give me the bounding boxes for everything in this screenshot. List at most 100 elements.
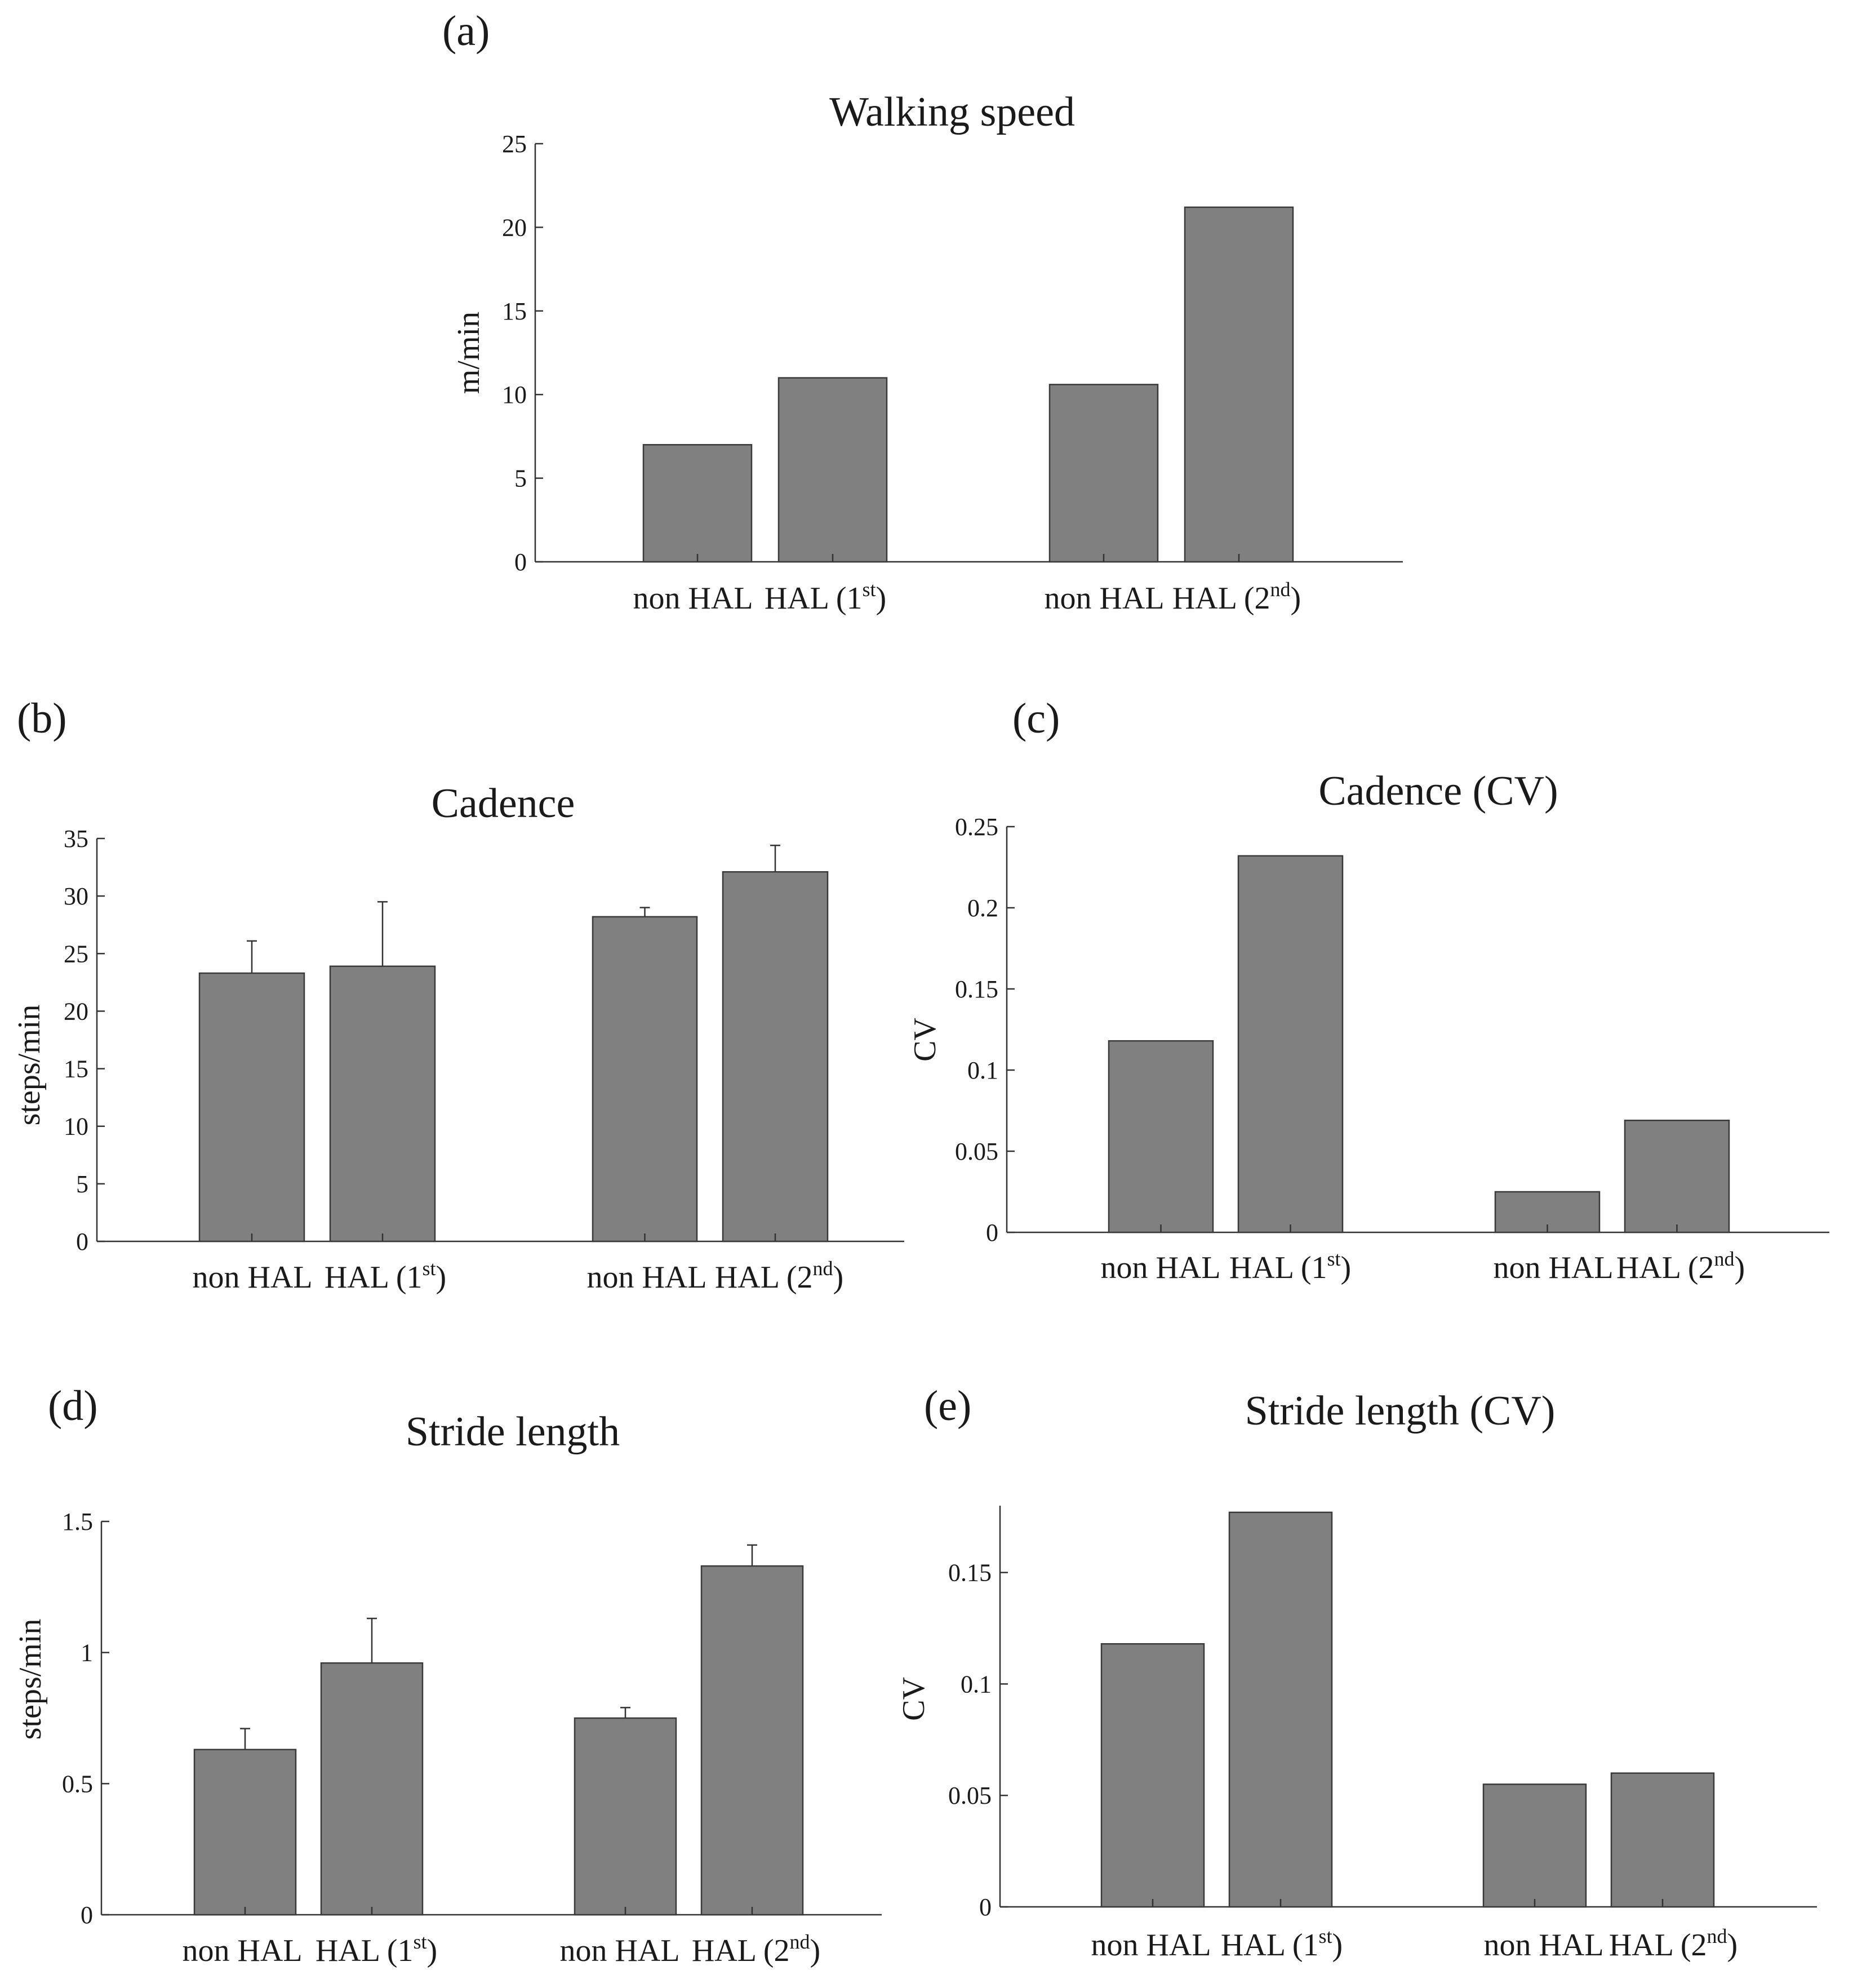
category-close: ) — [427, 1933, 438, 1968]
category-label-e-1: non HAL — [1091, 1928, 1211, 1963]
category-superscript: nd — [813, 1257, 833, 1280]
chart-title-c: Cadence (CV) — [1318, 768, 1558, 814]
bar-e-1 — [1100, 1643, 1205, 1908]
category-label-a-3: non HAL — [1044, 581, 1164, 616]
y-tick-label-b: 35 — [64, 825, 88, 853]
category-text: non HAL — [1100, 1250, 1220, 1285]
category-label-d-2: HAL (1st) — [316, 1931, 437, 1968]
category-text: HAL (2 — [1609, 1928, 1707, 1963]
category-label-b-3: non HAL — [586, 1260, 706, 1295]
category-label-a-2: HAL (1st) — [765, 578, 886, 616]
category-label-b-2: HAL (1st) — [325, 1257, 446, 1295]
y-tick-label-a: 0 — [514, 548, 527, 576]
panel-label-e: (e) — [924, 1382, 971, 1430]
category-text: non HAL — [586, 1260, 706, 1295]
chart-title-d: Stride length — [406, 1409, 620, 1455]
category-label-c-3: non HAL — [1493, 1250, 1613, 1285]
chart-title-b: Cadence — [432, 780, 575, 827]
bar-e-2 — [1228, 1511, 1333, 1908]
y-tick-label-a: 10 — [502, 381, 527, 409]
panel-c: (c) Cadence (CV) CV 0 0.05 0.1 0.15 0.2 0.25 non … — [908, 695, 1829, 1285]
category-superscript: nd — [790, 1931, 810, 1953]
panel-label-d: (d) — [48, 1382, 98, 1430]
y-tick-label-c: 0.2 — [967, 894, 998, 922]
y-axis-label-d: steps/min — [13, 1619, 48, 1740]
category-text: HAL (1 — [765, 581, 863, 616]
category-label-d-4: HAL (2nd) — [692, 1931, 820, 1968]
y-tick-label-b: 25 — [64, 940, 88, 968]
category-close: ) — [1727, 1928, 1738, 1963]
panel-e: (e) Stride length (CV) CV 0 0.05 0.1 0.15 non H… — [896, 1382, 1817, 1963]
category-label-a-1: non HAL — [633, 581, 753, 616]
y-tick-label-c: 0.25 — [955, 813, 998, 841]
bar-d-1 — [193, 1749, 297, 1916]
y-tick-label-c: 0 — [986, 1219, 998, 1246]
y-tick-label-a: 15 — [502, 298, 527, 325]
category-close: ) — [436, 1260, 447, 1295]
y-tick-label-d: 0 — [81, 1901, 93, 1929]
y-tick-label-b: 20 — [64, 997, 88, 1025]
y-tick-label-a: 20 — [502, 214, 527, 241]
y-tick-label-d: 0.5 — [62, 1770, 93, 1798]
category-text: non HAL — [633, 581, 753, 616]
category-text: HAL (2 — [692, 1933, 790, 1968]
bar-a-2 — [777, 377, 888, 563]
category-superscript: nd — [1714, 1248, 1735, 1270]
bar-c-1 — [1108, 1040, 1214, 1233]
panel-label-c: (c) — [1012, 695, 1060, 742]
category-text: HAL (1 — [1229, 1250, 1327, 1285]
category-superscript: st — [1319, 1925, 1332, 1947]
panel-b: (b) Cadence steps/min 0 5 10 15 20 25 30 35 non HAL… — [12, 695, 904, 1295]
y-tick-label-b: 5 — [76, 1170, 88, 1198]
bar-c-4 — [1624, 1120, 1730, 1233]
error-bar-d-3 — [620, 1707, 630, 1718]
bar-b-2 — [329, 965, 436, 1242]
category-superscript: nd — [1270, 578, 1291, 601]
bar-e-3 — [1482, 1783, 1587, 1908]
category-close: ) — [1291, 581, 1301, 616]
category-text: HAL (2 — [1172, 581, 1270, 616]
chart-title-e: Stride length (CV) — [1245, 1388, 1556, 1434]
y-tick-label-a: 25 — [502, 130, 527, 158]
y-tick-label-d: 1 — [81, 1639, 93, 1667]
bar-e-4 — [1610, 1772, 1715, 1908]
chart-title-a: Walking speed — [829, 89, 1075, 135]
category-close: ) — [810, 1933, 821, 1968]
y-tick-label-e: 0.05 — [948, 1782, 992, 1809]
bar-d-3 — [574, 1717, 677, 1916]
category-close: ) — [833, 1260, 844, 1295]
bar-a-3 — [1048, 384, 1159, 563]
category-text: non HAL — [192, 1260, 312, 1295]
category-close: ) — [876, 581, 887, 616]
category-text: HAL (2 — [1616, 1250, 1714, 1285]
category-label-d-1: non HAL — [182, 1933, 302, 1968]
category-text: non HAL — [1483, 1928, 1603, 1963]
error-bar-d-4 — [747, 1544, 757, 1567]
y-tick-label-d: 1.5 — [62, 1508, 93, 1536]
y-tick-label-b: 10 — [64, 1113, 88, 1141]
category-label-e-3: non HAL — [1483, 1928, 1603, 1963]
y-axis-label-c: CV — [908, 1018, 943, 1062]
category-text: HAL (1 — [316, 1933, 414, 1968]
y-tick-label-c: 0.15 — [955, 975, 998, 1003]
error-bar-b-4 — [770, 845, 780, 872]
category-superscript: nd — [1707, 1925, 1727, 1947]
bar-d-4 — [700, 1565, 804, 1916]
y-tick-label-b: 30 — [64, 882, 88, 910]
bar-a-4 — [1184, 206, 1294, 563]
category-close: ) — [1332, 1928, 1343, 1963]
category-label-b-4: HAL (2nd) — [715, 1257, 843, 1295]
category-label-a-4: HAL (2nd) — [1172, 578, 1301, 616]
bar-b-1 — [198, 972, 305, 1242]
category-text: HAL (2 — [715, 1260, 813, 1295]
y-tick-label-e: 0.1 — [961, 1670, 992, 1698]
category-label-e-2: HAL (1st) — [1221, 1925, 1343, 1963]
category-text: non HAL — [1493, 1250, 1613, 1285]
category-text: non HAL — [559, 1933, 679, 1968]
error-bar-d-1 — [240, 1728, 250, 1750]
panel-label-a: (a) — [442, 7, 490, 55]
y-tick-label-b: 0 — [76, 1228, 88, 1255]
category-label-c-4: HAL (2nd) — [1616, 1248, 1745, 1285]
